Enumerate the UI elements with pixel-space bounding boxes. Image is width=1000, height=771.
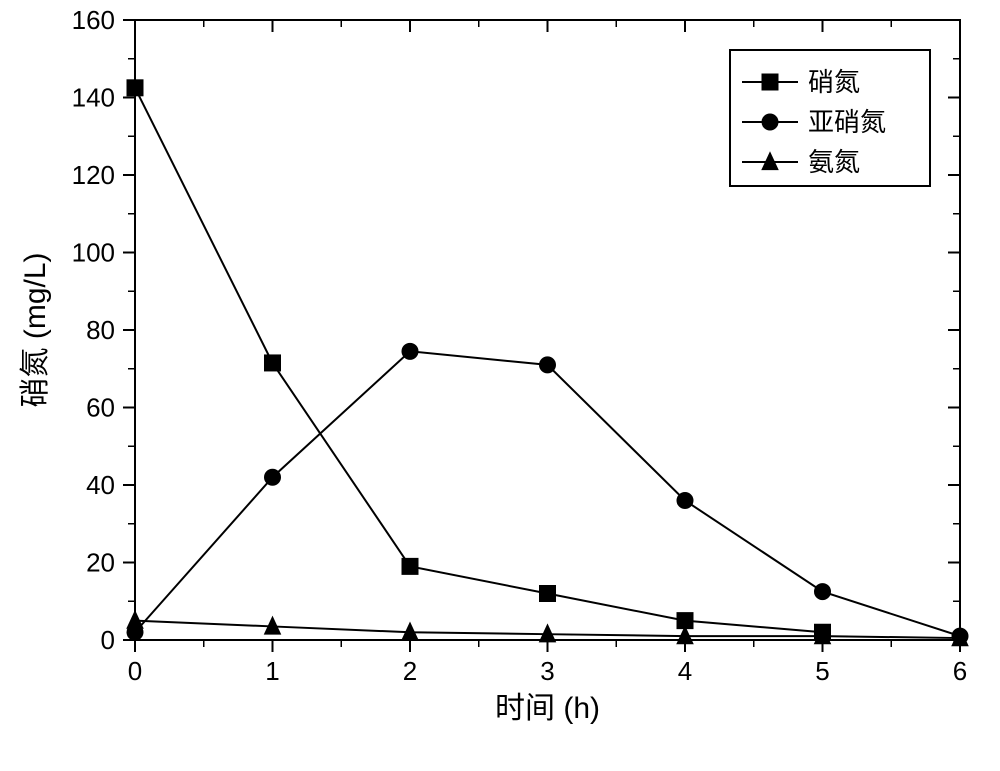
legend-marker xyxy=(762,74,778,90)
chart-container: 0123456020406080100120140160时间 (h)硝氮 (mg… xyxy=(0,0,1000,771)
x-tick-label: 1 xyxy=(265,656,279,686)
legend-label: 硝氮 xyxy=(808,67,860,97)
data-point xyxy=(540,357,556,373)
x-tick-label: 2 xyxy=(403,656,417,686)
y-tick-label: 120 xyxy=(72,160,115,190)
legend-label: 氨氮 xyxy=(808,147,860,177)
series-0 xyxy=(127,80,831,640)
data-point xyxy=(265,355,281,371)
line-chart: 0123456020406080100120140160时间 (h)硝氮 (mg… xyxy=(0,0,1000,771)
y-tick-label: 60 xyxy=(86,393,115,423)
x-axis-title: 时间 (h) xyxy=(495,692,600,725)
data-point xyxy=(127,611,143,628)
legend: 硝氮亚硝氮氨氮 xyxy=(730,50,930,186)
x-tick-label: 4 xyxy=(678,656,692,686)
y-tick-label: 40 xyxy=(86,470,115,500)
y-axis-title: 硝氮 (mg/L) xyxy=(19,252,52,407)
data-point xyxy=(677,493,693,509)
series-line xyxy=(135,88,823,632)
y-tick-label: 80 xyxy=(86,315,115,345)
legend-marker xyxy=(762,114,778,130)
y-tick-label: 160 xyxy=(72,5,115,35)
data-point xyxy=(815,584,831,600)
y-tick-label: 100 xyxy=(72,238,115,268)
x-tick-label: 0 xyxy=(128,656,142,686)
y-tick-label: 0 xyxy=(101,625,115,655)
legend-label: 亚硝氮 xyxy=(808,107,886,137)
x-tick-label: 6 xyxy=(953,656,967,686)
data-point xyxy=(540,586,556,602)
x-tick-label: 5 xyxy=(815,656,829,686)
data-point xyxy=(402,343,418,359)
x-tick-label: 3 xyxy=(540,656,554,686)
data-point xyxy=(265,469,281,485)
y-tick-label: 140 xyxy=(72,83,115,113)
data-point xyxy=(402,558,418,574)
data-point xyxy=(127,80,143,96)
y-tick-label: 20 xyxy=(86,548,115,578)
